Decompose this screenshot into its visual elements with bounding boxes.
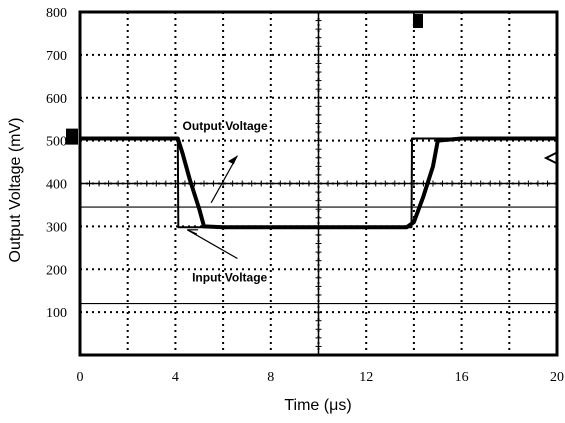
annotation-arrow: [187, 229, 238, 260]
y-tick-labels: 100 200 300 400 500 600 700 800: [46, 6, 67, 321]
x-tick-label: 20: [550, 370, 564, 385]
x-tick-label: 12: [359, 370, 373, 385]
annotation-arrow-head: [227, 155, 238, 165]
series-lines: [80, 136, 557, 230]
x-tick-label: 16: [455, 370, 469, 385]
annotation-arrow-head: [187, 229, 198, 235]
y-tick-label: 600: [46, 92, 67, 107]
y-tick-label: 100: [46, 306, 67, 321]
trigger-marker-icon: [413, 14, 423, 28]
series-line-input-voltage: [80, 137, 557, 229]
x-tick-label: 4: [172, 370, 179, 385]
channel-marker-icon: [66, 128, 78, 145]
annotations: Output Voltage Input Voltage: [66, 14, 557, 284]
y-axis-label: Output Voltage (mV): [7, 118, 24, 263]
reference-lines: [80, 206, 557, 305]
x-tick-labels: 0 4 8 12 16 20: [77, 370, 565, 385]
y-tick-label: 400: [46, 178, 67, 193]
y-tick-label: 700: [46, 49, 67, 64]
x-tick-label: 0: [77, 370, 84, 385]
y-tick-label: 300: [46, 220, 67, 235]
x-tick-label: 8: [267, 370, 274, 385]
center-crosshair: [79, 11, 558, 356]
y-tick-label: 800: [46, 6, 67, 21]
annotation-input-voltage: Input Voltage: [192, 270, 267, 284]
x-axis-label: Time (μs): [284, 397, 351, 414]
annotation-output-voltage: Output Voltage: [183, 119, 268, 133]
y-tick-label: 200: [46, 263, 67, 278]
y-tick-label: 500: [46, 135, 67, 150]
trigger-level-arrow-icon: [543, 152, 557, 164]
